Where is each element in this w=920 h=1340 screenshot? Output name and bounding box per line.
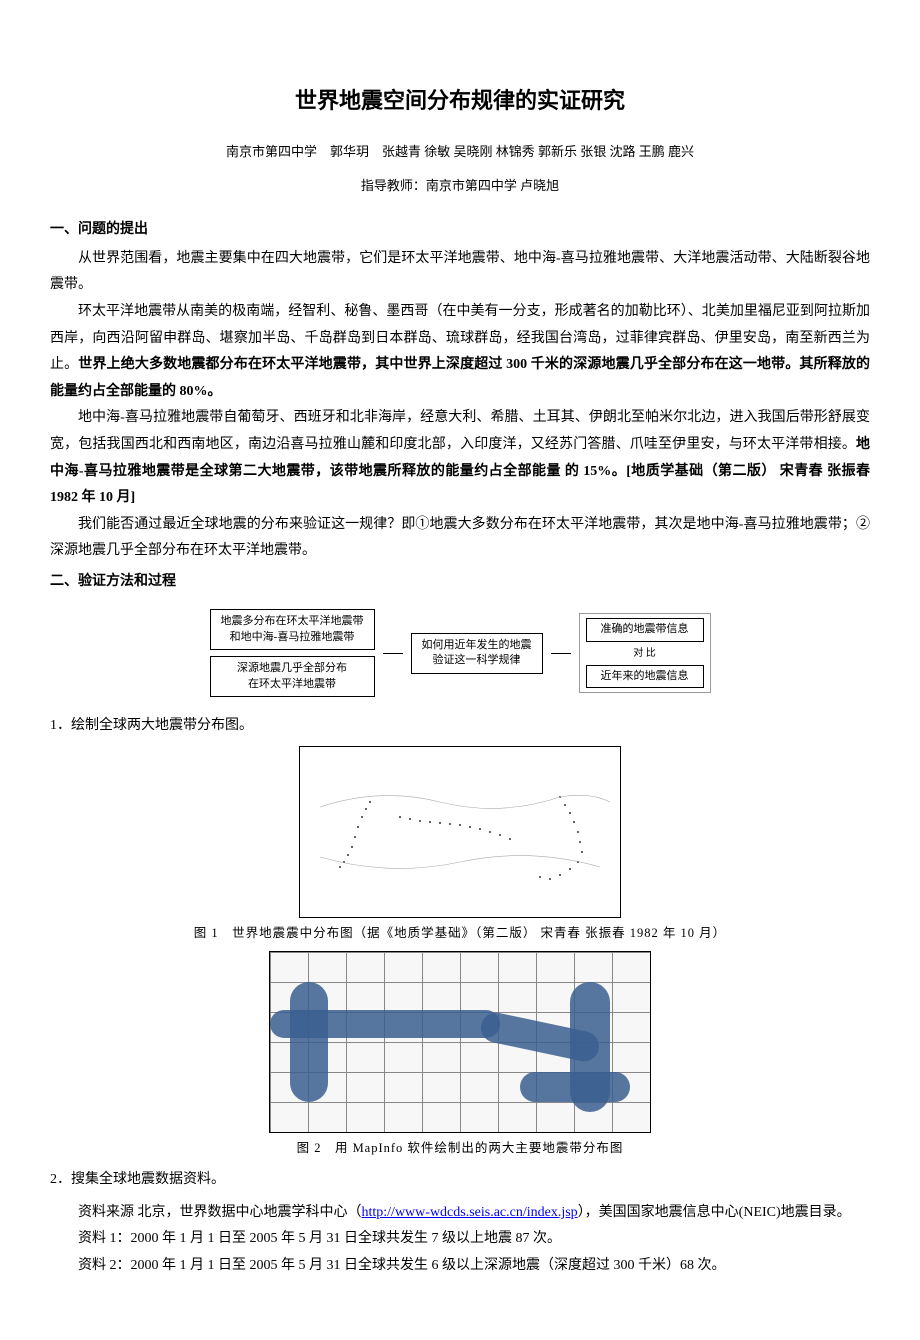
figure-image <box>299 746 621 918</box>
figure-1: 图 1 世界地震震中分布图（据《地质学基础》（第二版） 宋青春 张振春 1982… <box>50 746 870 946</box>
paragraph: 资料 1：2000 年 1 月 1 日至 2005 年 5 月 31 日全球共发… <box>50 1226 870 1253</box>
figure-caption: 图 2 用 MapInfo 软件绘制出的两大主要地震带分布图 <box>297 1137 624 1161</box>
text-run: ），美国国家地震信息中心(NEIC)地震目录。 <box>578 1205 851 1220</box>
step-heading: 2．搜集全球地震数据资料。 <box>50 1167 870 1194</box>
section-2-heading: 二、验证方法和过程 <box>50 569 870 596</box>
authors-line: 南京市第四中学 郭华玥 张越青 徐敏 吴晓刚 林锦秀 郭新乐 张银 沈路 王鹏 … <box>50 140 870 165</box>
flow-node: 近年来的地震信息 <box>586 665 704 688</box>
paragraph: 环太平洋地震带从南美的极南端，经智利、秘鲁、墨西哥（在中美有一分支，形成著名的加… <box>50 299 870 405</box>
paragraph: 从世界范围看，地震主要集中在四大地震带，它们是环太平洋地震带、地中海-喜马拉雅地… <box>50 246 870 299</box>
flow-node: 深源地震几乎全部分布 在环太平洋地震带 <box>210 656 375 697</box>
text-run-bold: 世界上绝大多数地震都分布在环太平洋地震带，其中世界上深度超过 300 千米的深源… <box>50 357 870 399</box>
flow-node: 准确的地震带信息 <box>586 618 704 641</box>
text-run: 资料来源 北京，世界数据中心地震学科中心（ <box>78 1205 362 1220</box>
step-heading: 1．绘制全球两大地震带分布图。 <box>50 713 870 740</box>
paragraph: 我们能否通过最近全球地震的分布来验证这一规律？即①地震大多数分布在环太平洋地震带… <box>50 512 870 565</box>
figure-image <box>269 951 651 1133</box>
text-run: 地中海-喜马拉雅地震带自葡萄牙、西班牙和北非海岸，经意大利、希腊、土耳其、伊朗北… <box>50 410 870 452</box>
paragraph: 地中海-喜马拉雅地震带自葡萄牙、西班牙和北非海岸，经意大利、希腊、土耳其、伊朗北… <box>50 405 870 511</box>
flow-group: 准确的地震带信息 对 比 近年来的地震信息 <box>579 613 711 693</box>
section-1-heading: 一、问题的提出 <box>50 217 870 244</box>
advisor-line: 指导教师：南京市第四中学 卢晓旭 <box>50 174 870 199</box>
flowchart: 地震多分布在环太平洋地震带 和地中海-喜马拉雅地震带 深源地震几乎全部分布 在环… <box>50 609 870 697</box>
paragraph: 资料来源 北京，世界数据中心地震学科中心（http://www-wdcds.se… <box>50 1200 870 1227</box>
paragraph: 资料 2：2000 年 1 月 1 日至 2005 年 5 月 31 日全球共发… <box>50 1253 870 1280</box>
flow-node: 如何用近年发生的地震 验证这一科学规律 <box>411 633 543 674</box>
flow-node: 地震多分布在环太平洋地震带 和地中海-喜马拉雅地震带 <box>210 609 375 650</box>
flow-label: 对 比 <box>633 642 656 665</box>
figure-2: 图 2 用 MapInfo 软件绘制出的两大主要地震带分布图 <box>50 951 870 1161</box>
figure-caption: 图 1 世界地震震中分布图（据《地质学基础》（第二版） 宋青春 张振春 1982… <box>194 922 726 946</box>
flow-connector <box>383 653 403 654</box>
page-title: 世界地震空间分布规律的实证研究 <box>50 80 870 122</box>
source-link[interactable]: http://www-wdcds.seis.ac.cn/index.jsp <box>362 1205 578 1220</box>
flow-connector <box>551 653 571 654</box>
